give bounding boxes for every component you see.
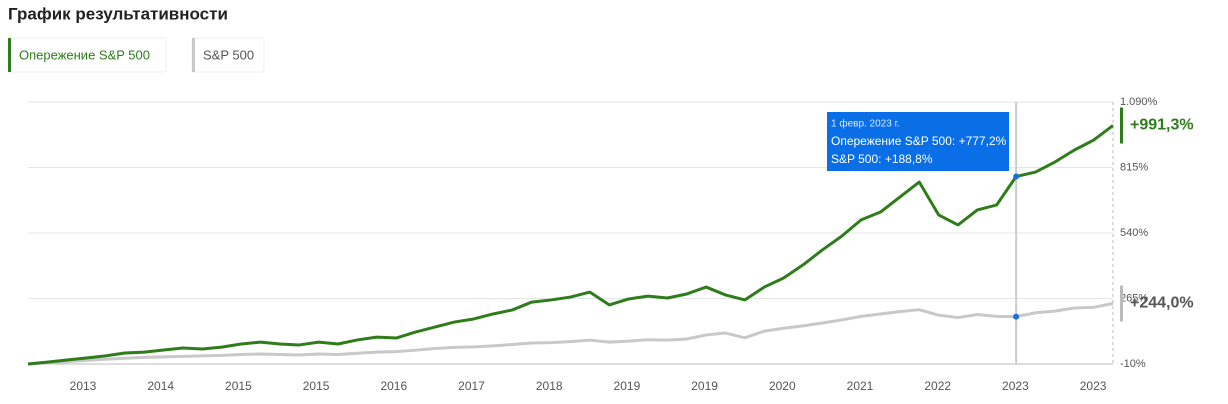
legend-marker (192, 38, 195, 72)
x-tick-label: 2019 (614, 379, 641, 393)
tooltip-date: 1 февр. 2023 г. (831, 118, 900, 130)
x-tick-label: 2017 (458, 379, 485, 393)
legend-label: S&P 500 (203, 47, 254, 62)
legend-label: Опережение S&P 500 (19, 47, 150, 62)
legend-item[interactable]: S&P 500 (191, 37, 265, 73)
x-tick-label: 2022 (924, 379, 951, 393)
end-label: +991,3% (1130, 117, 1194, 134)
legend-item[interactable]: Опережение S&P 500 (7, 37, 167, 73)
tooltip-box (827, 112, 1009, 171)
x-tick-label: 2023 (1080, 379, 1107, 393)
x-tick-label: 2021 (847, 379, 874, 393)
x-tick-label: 2020 (769, 379, 796, 393)
x-tick-label: 2014 (147, 379, 174, 393)
x-tick-label: 2016 (380, 379, 407, 393)
x-tick-label: 2023 (1002, 379, 1029, 393)
hover-dot (1013, 173, 1020, 180)
x-tick-label: 2019 (691, 379, 718, 393)
hover-dot (1013, 313, 1020, 320)
end-label-marker (1120, 285, 1123, 322)
chart-title: График результативности (8, 4, 228, 23)
series-line (27, 124, 1114, 366)
end-label-marker (1120, 107, 1123, 144)
x-tick-label: 2015 (303, 379, 330, 393)
x-tick-label: 2018 (536, 379, 563, 393)
y-tick-label: 265% (1120, 292, 1148, 304)
y-tick-label: 815% (1120, 161, 1148, 173)
y-tick-label: 1.090% (1120, 96, 1158, 108)
y-tick-label: -10% (1120, 358, 1146, 370)
x-tick-label: 2015 (225, 379, 252, 393)
tooltip-line: Опережение S&P 500: +777,2% (831, 134, 1007, 148)
y-tick-label: 540% (1120, 227, 1148, 239)
tooltip-line: S&P 500: +188,8% (831, 152, 933, 166)
legend-marker (8, 38, 11, 72)
x-tick-label: 2013 (70, 379, 97, 393)
end-label: +244,0% (1130, 295, 1194, 312)
series-line (27, 302, 1114, 366)
